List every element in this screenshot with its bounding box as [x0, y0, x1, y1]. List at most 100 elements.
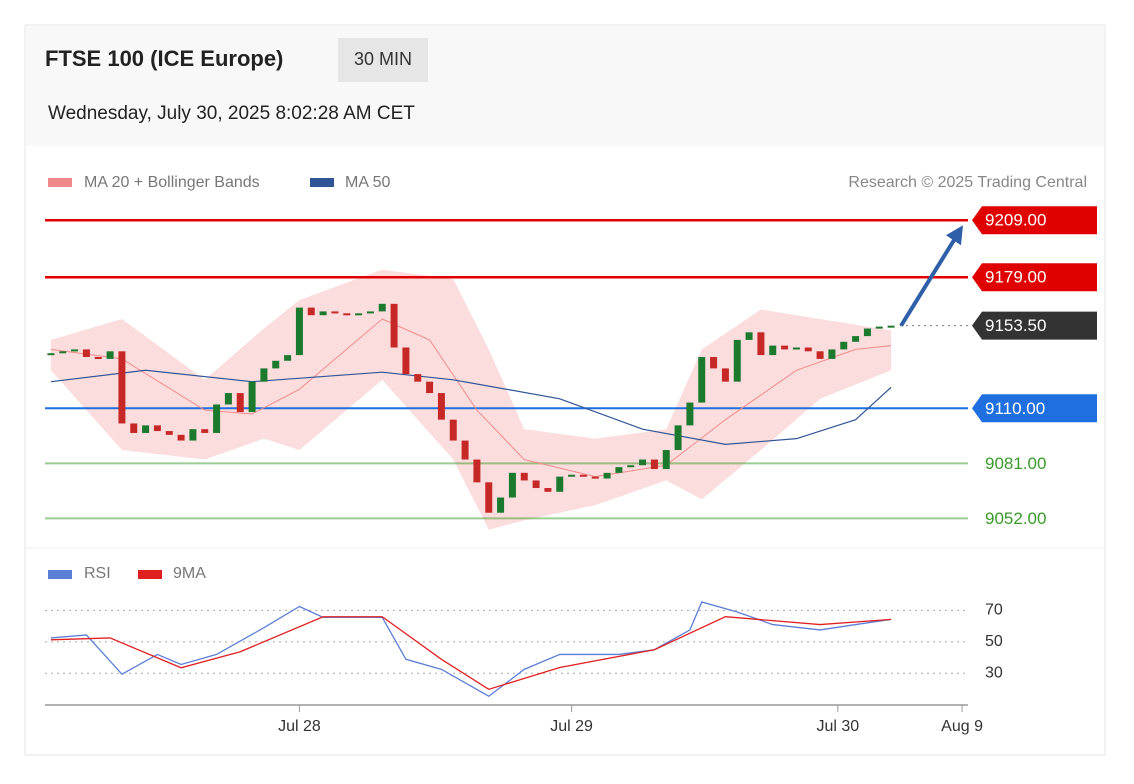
- candle: [792, 347, 800, 350]
- candle: [721, 368, 729, 382]
- candle: [603, 472, 611, 479]
- legend-swatch: [48, 178, 72, 187]
- candle: [177, 434, 185, 441]
- candle: [757, 332, 765, 356]
- level-box: [972, 206, 1097, 235]
- candle: [532, 480, 540, 489]
- candle: [816, 351, 824, 359]
- y-tick-label: 70: [985, 602, 1003, 619]
- candle: [615, 467, 623, 473]
- candle: [863, 328, 871, 337]
- timeframe: 30 MIN: [354, 49, 412, 69]
- candle: [366, 311, 374, 314]
- timestamp: Wednesday, July 30, 2025 8:02:28 AM CET: [48, 103, 415, 124]
- candle: [591, 476, 599, 479]
- title: FTSE 100 (ICE Europe): [45, 46, 283, 71]
- y-tick-label: 50: [985, 633, 1003, 650]
- candle: [284, 355, 292, 361]
- legend-label: RSI: [84, 565, 111, 582]
- candle: [710, 356, 718, 369]
- candle: [343, 313, 351, 316]
- candle: [142, 425, 150, 433]
- candle: [769, 345, 777, 356]
- timeframe-box: [338, 38, 428, 82]
- candle: [295, 307, 303, 356]
- candle: [852, 336, 860, 342]
- candle: [272, 360, 280, 369]
- candle: [201, 429, 209, 433]
- candle: [426, 381, 434, 394]
- level-label: 9153.50: [985, 316, 1046, 335]
- candle: [260, 368, 268, 382]
- candle: [745, 332, 753, 340]
- candle: [390, 303, 398, 348]
- level-box: [972, 311, 1097, 340]
- target-arrow: [899, 234, 959, 327]
- candle: [307, 307, 315, 316]
- level-box: [972, 263, 1097, 292]
- candle: [686, 402, 694, 426]
- candle: [355, 313, 363, 316]
- legend-swatch: [138, 570, 162, 579]
- level-label: 9110.00: [985, 399, 1045, 418]
- x-tick-label: Jul 30: [816, 718, 859, 735]
- series-line: [50, 601, 892, 698]
- candle: [473, 459, 481, 483]
- y-tick-label: 30: [985, 665, 1003, 682]
- arrow-head: [946, 225, 963, 246]
- candle: [47, 353, 55, 356]
- header-bg: [26, 26, 1104, 146]
- legend-label: 9MA: [173, 565, 206, 582]
- annotation: Research © 2025 Trading Central: [848, 174, 1087, 191]
- candle: [82, 349, 90, 357]
- candle: [319, 311, 327, 316]
- candle: [650, 459, 658, 470]
- legend-label: MA 20 + Bollinger Bands: [84, 174, 260, 191]
- candle: [165, 431, 173, 435]
- candle: [94, 356, 102, 359]
- legend-label: MA 50: [345, 174, 390, 191]
- candle: [414, 374, 422, 382]
- bollinger-band: [50, 269, 892, 530]
- candle: [556, 476, 564, 492]
- candle: [508, 472, 516, 498]
- candle: [568, 474, 576, 477]
- candle: [698, 356, 706, 403]
- candle: [153, 425, 161, 432]
- candle: [804, 347, 812, 352]
- x-tick-label: Aug 9: [941, 718, 983, 735]
- candle: [437, 393, 445, 420]
- legend-swatch: [48, 570, 72, 579]
- legend-swatch: [310, 178, 334, 187]
- level-label: 9052.00: [985, 509, 1046, 528]
- candle: [71, 349, 79, 352]
- candle: [781, 345, 789, 350]
- series-line: [50, 616, 892, 691]
- level-label: 9209.00: [985, 211, 1046, 230]
- candle: [402, 347, 410, 375]
- candle: [189, 429, 197, 441]
- series-line: [50, 318, 892, 478]
- candle: [840, 341, 848, 350]
- candle: [485, 482, 493, 513]
- candle: [674, 425, 682, 451]
- candle: [224, 393, 232, 405]
- candle: [887, 325, 895, 328]
- candle: [449, 419, 457, 441]
- level-box: [972, 394, 1097, 423]
- level-label: 9081.00: [985, 454, 1046, 473]
- candle: [733, 339, 741, 382]
- series-line: [50, 369, 892, 445]
- candle: [639, 459, 647, 466]
- candle: [627, 465, 635, 468]
- candle: [118, 351, 126, 424]
- candle: [106, 351, 114, 359]
- candle: [579, 474, 587, 477]
- candle: [378, 303, 386, 312]
- level-label: 9179.00: [985, 268, 1046, 287]
- candle: [497, 497, 505, 513]
- candle: [520, 472, 528, 481]
- candle: [544, 488, 552, 492]
